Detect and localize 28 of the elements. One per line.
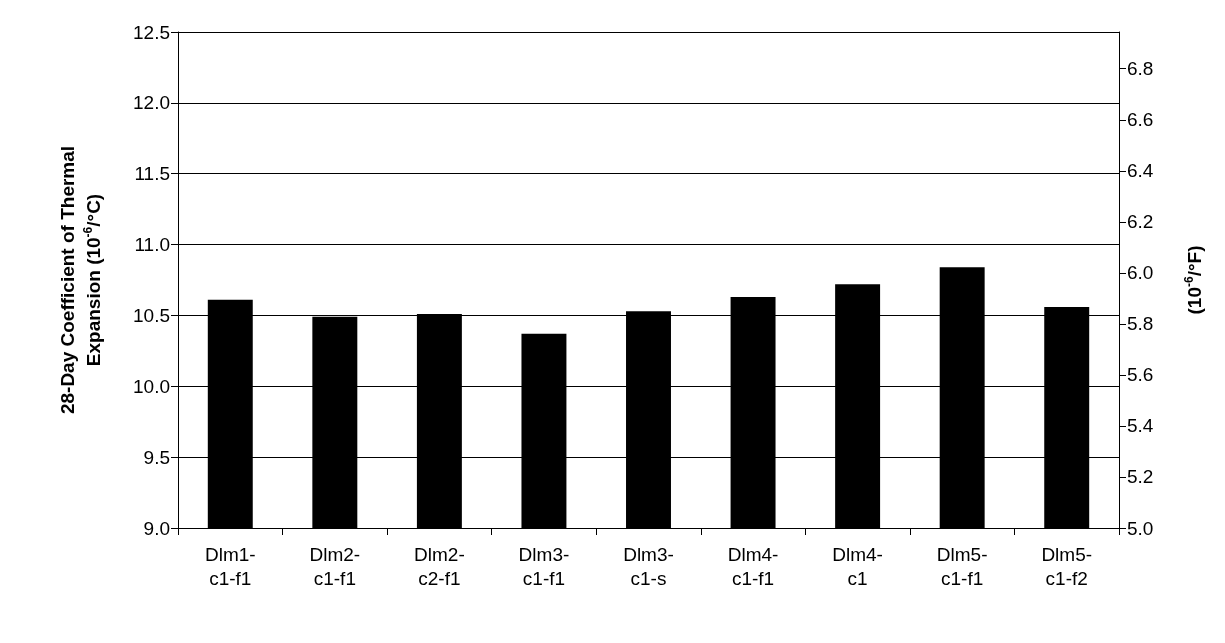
y2-tick-label: 5.6 bbox=[1127, 364, 1154, 386]
y2-tick-label: 6.0 bbox=[1127, 262, 1154, 284]
y-tick-label: 12.0 bbox=[133, 92, 170, 114]
y2-tick-label: 5.8 bbox=[1127, 313, 1154, 335]
y2-tick-label: 5.2 bbox=[1127, 466, 1154, 488]
y2-tick-label: 5.0 bbox=[1127, 517, 1154, 539]
y2-tick-label: 6.2 bbox=[1127, 211, 1154, 233]
x-tick-label: Dlm4- c1 bbox=[832, 543, 883, 589]
y-tick-label: 12.5 bbox=[133, 21, 170, 43]
y-tick-label: 9.5 bbox=[143, 446, 170, 468]
x-tick-label: Dlm4- c1-f1 bbox=[727, 543, 779, 589]
x-tick-label: Dlm5- c1-f2 bbox=[1041, 543, 1093, 589]
y2-tick-label: 6.8 bbox=[1127, 58, 1154, 80]
y-tick-label: 10.0 bbox=[133, 375, 170, 397]
y-tick-label: 10.5 bbox=[133, 304, 170, 326]
x-tick-label: Dlm5- c1-f1 bbox=[936, 543, 988, 589]
y2-axis-title: (10-6/°F) bbox=[1182, 245, 1205, 315]
x-tick-label: Dlm2- c2-f1 bbox=[414, 543, 465, 589]
y2-tick-label: 6.4 bbox=[1127, 160, 1154, 182]
y-tick-label: 9.0 bbox=[143, 517, 170, 539]
y-tick-label: 11.0 bbox=[134, 234, 170, 256]
y-tick-label: 11.5 bbox=[134, 163, 170, 185]
x-tick-label: Dlm2- c1-f1 bbox=[309, 543, 361, 589]
x-tick-label: Dlm3- c1-s bbox=[623, 543, 674, 589]
y2-tick-label: 5.4 bbox=[1127, 415, 1154, 437]
x-tick-label: Dlm1- c1-f1 bbox=[204, 543, 256, 589]
x-tick-label: Dlm3- c1-f1 bbox=[518, 543, 570, 589]
y2-tick-label: 6.6 bbox=[1127, 109, 1154, 131]
